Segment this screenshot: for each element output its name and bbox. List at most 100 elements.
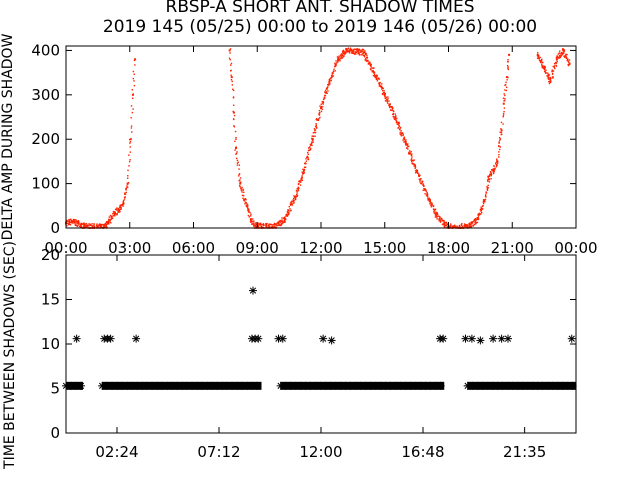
top-data-point bbox=[360, 51, 362, 53]
top-data-point bbox=[273, 226, 276, 229]
top-data-point bbox=[370, 67, 372, 69]
top-data-point bbox=[492, 172, 495, 175]
top-data-point bbox=[357, 51, 359, 53]
top-data-point bbox=[245, 199, 247, 201]
top-data-point bbox=[230, 74, 232, 76]
outlier-marker bbox=[254, 334, 263, 343]
top-data-point bbox=[238, 168, 240, 170]
asterisk-stroke bbox=[504, 335, 512, 342]
top-x-ticks: 00:00 03:00 06:00 09:00 12:00 15:00 18:00 21:00… bbox=[44, 46, 598, 257]
top-data-point bbox=[233, 125, 235, 127]
top-data-point bbox=[486, 187, 489, 189]
top-data-point bbox=[116, 214, 118, 216]
asterisk-stroke bbox=[539, 382, 546, 389]
top-data-point bbox=[369, 62, 371, 65]
asterisk-stroke bbox=[312, 382, 319, 389]
top-data-point bbox=[282, 222, 284, 224]
top-data-point bbox=[436, 213, 439, 215]
top-data-point bbox=[339, 59, 341, 61]
top-data-point bbox=[379, 81, 381, 84]
asterisk-stroke bbox=[203, 382, 211, 389]
top-data-point bbox=[320, 105, 323, 108]
top-data-point bbox=[93, 223, 95, 225]
top-data-point bbox=[296, 192, 298, 194]
baseline-marker bbox=[568, 381, 577, 390]
top-data-point bbox=[278, 222, 280, 224]
top-data-point bbox=[330, 77, 332, 79]
top-data-point bbox=[396, 123, 398, 125]
top-data-point bbox=[260, 223, 262, 226]
top-data-point bbox=[422, 183, 425, 185]
top-data-point bbox=[558, 57, 560, 60]
top-data-point bbox=[67, 220, 69, 222]
top-data-point bbox=[358, 49, 361, 51]
top-data-point bbox=[237, 161, 239, 163]
top-data-point bbox=[551, 73, 554, 75]
top-data-point bbox=[245, 204, 248, 207]
top-data-point bbox=[345, 49, 348, 52]
top-data-point bbox=[300, 179, 302, 181]
asterisk-stroke bbox=[432, 382, 439, 389]
top-data-point bbox=[486, 185, 488, 188]
top-data-point bbox=[438, 218, 441, 221]
top-data-point bbox=[438, 218, 440, 220]
top-data-point bbox=[272, 224, 274, 226]
top-data-point bbox=[289, 203, 292, 205]
top-data-point bbox=[385, 98, 388, 100]
asterisk-stroke bbox=[218, 382, 226, 389]
asterisk-stroke bbox=[108, 382, 116, 389]
asterisk-stroke bbox=[193, 382, 201, 389]
top-data-point bbox=[293, 197, 295, 200]
top-data-point bbox=[229, 48, 232, 50]
top-data-point bbox=[565, 56, 567, 58]
top-data-point bbox=[383, 93, 386, 96]
top-data-point bbox=[311, 144, 313, 147]
top-data-point bbox=[560, 55, 562, 57]
top-data-point bbox=[552, 70, 555, 72]
top-data-point bbox=[242, 188, 244, 190]
top-data-point bbox=[131, 89, 133, 91]
asterisk-stroke bbox=[377, 382, 384, 389]
top-data-point bbox=[548, 80, 550, 83]
top-data-point bbox=[425, 189, 427, 191]
top-data-point bbox=[452, 225, 455, 227]
top-data-point bbox=[334, 62, 336, 64]
top-data-point bbox=[339, 56, 341, 58]
top-data-point bbox=[398, 128, 401, 131]
top-data-point bbox=[75, 221, 77, 223]
top-data-point bbox=[505, 86, 508, 88]
top-data-point bbox=[74, 224, 77, 226]
bottom-xtick-label: 16:48 bbox=[401, 443, 444, 461]
top-data-point bbox=[366, 60, 368, 63]
top-data-point bbox=[79, 225, 82, 228]
top-data-point bbox=[260, 225, 263, 228]
top-data-point bbox=[329, 78, 331, 80]
top-data-point bbox=[490, 174, 492, 177]
top-data-point bbox=[317, 119, 319, 121]
figure-title: RBSP-A SHORT ANT. SHADOW TIMES bbox=[166, 0, 475, 17]
top-data-point bbox=[550, 77, 552, 80]
top-data-point bbox=[402, 139, 404, 141]
top-data-point bbox=[506, 60, 509, 63]
top-data-point bbox=[232, 89, 235, 92]
top-data-point bbox=[461, 225, 464, 228]
top-data-point bbox=[320, 110, 323, 112]
top-data-point bbox=[500, 128, 502, 130]
top-data-point bbox=[127, 175, 129, 177]
top-data-point bbox=[120, 208, 122, 210]
top-data-point bbox=[282, 221, 285, 223]
top-data-point bbox=[423, 185, 425, 187]
top-data-point bbox=[232, 97, 235, 99]
top-data-point bbox=[279, 222, 281, 224]
top-data-point bbox=[348, 49, 351, 51]
top-data-point bbox=[397, 123, 399, 126]
asterisk-stroke bbox=[213, 382, 221, 389]
top-data-point bbox=[116, 209, 119, 211]
top-data-point bbox=[133, 80, 135, 82]
top-data-point bbox=[298, 182, 300, 185]
top-data-point bbox=[236, 159, 239, 162]
top-data-point bbox=[367, 62, 370, 64]
asterisk-stroke bbox=[347, 382, 354, 389]
top-data-point bbox=[412, 160, 415, 162]
top-data-point bbox=[427, 198, 429, 200]
